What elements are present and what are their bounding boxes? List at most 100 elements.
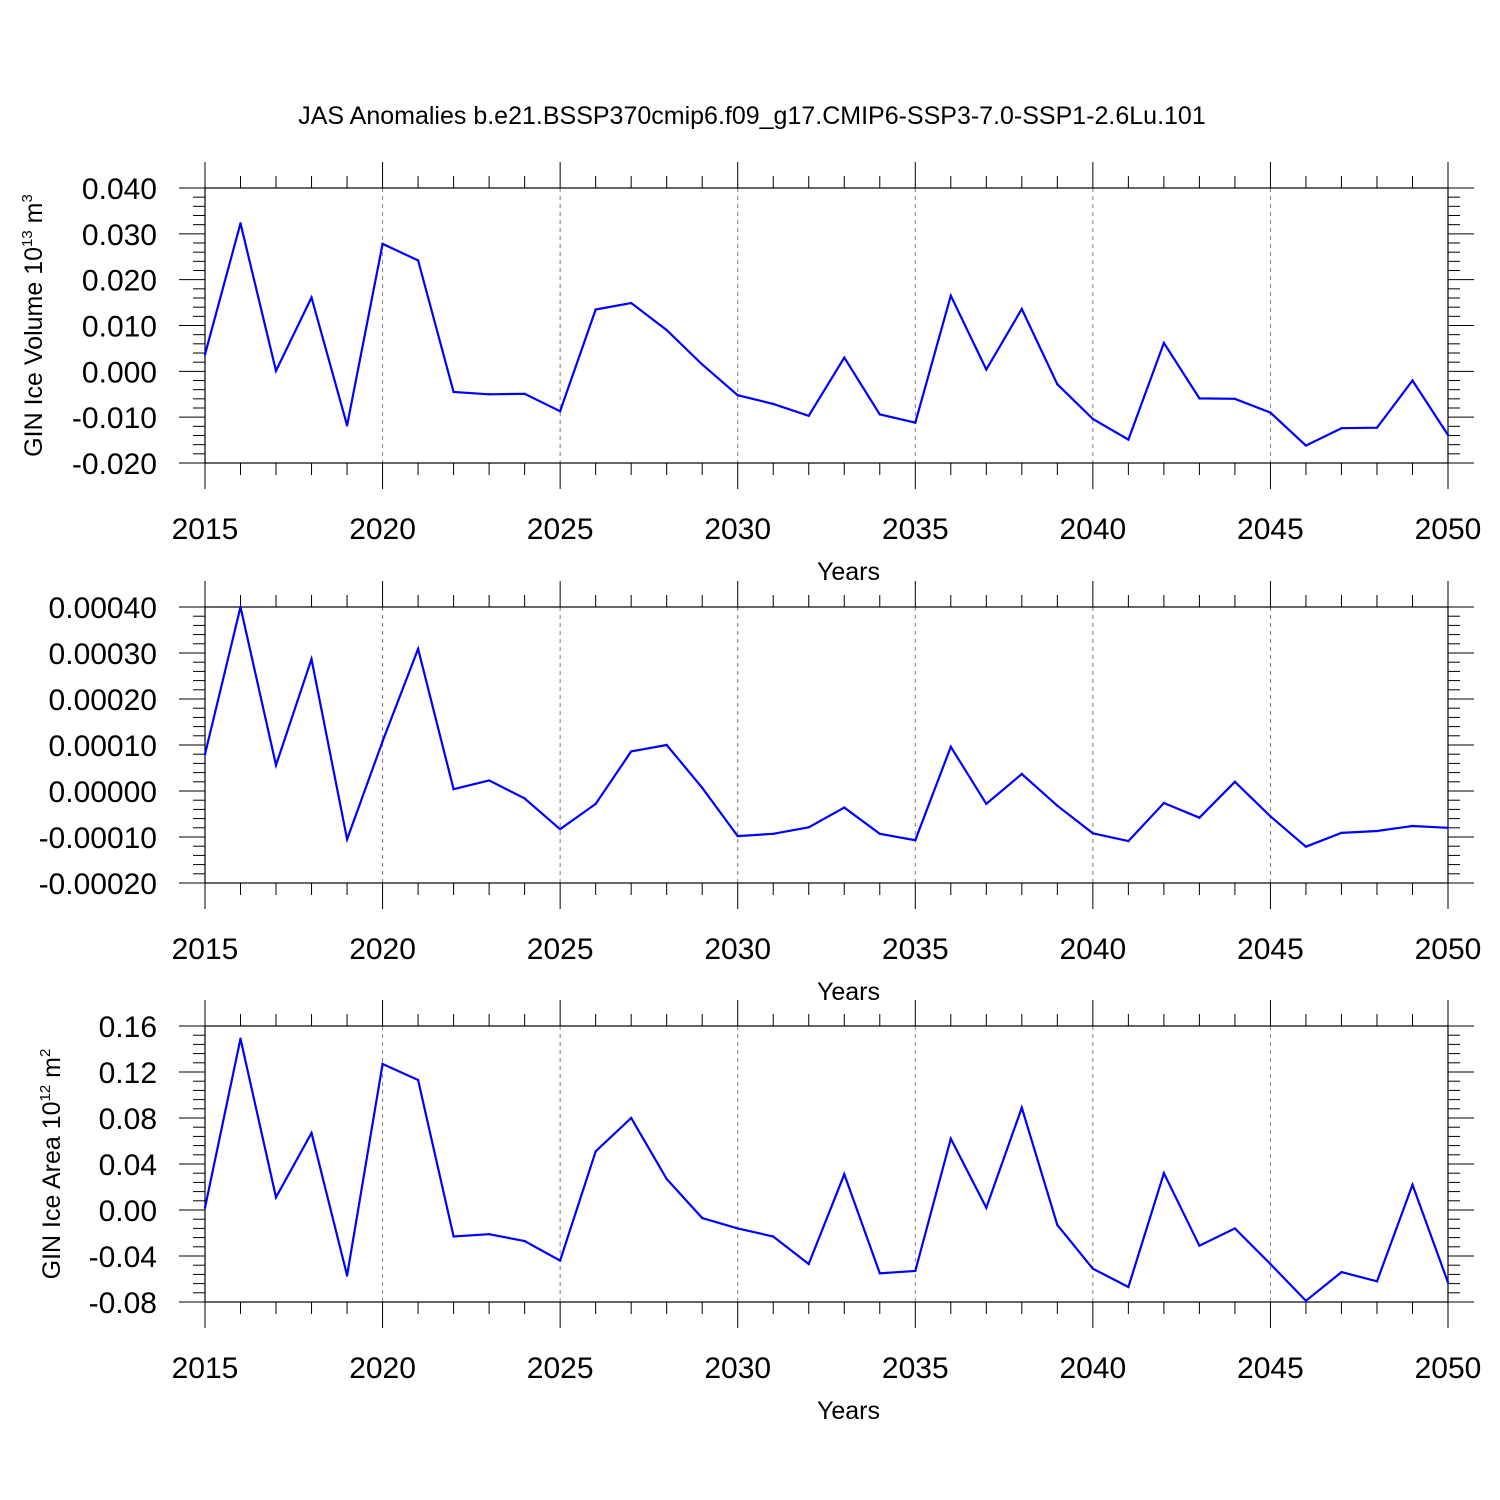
data-point	[1020, 307, 1024, 311]
data-point	[1269, 411, 1272, 414]
data-point	[629, 1116, 633, 1120]
x-tick-label: 2015	[172, 513, 239, 546]
y-tick-label: -0.00010	[39, 822, 157, 855]
y-axis-title-text: GIN Ice Volume 10	[20, 247, 48, 457]
data-point	[345, 838, 349, 841]
y-axis-title-unit-exponent: 3	[19, 194, 36, 202]
data-point	[487, 779, 491, 782]
data-point	[1446, 1281, 1450, 1284]
data-point	[1020, 1106, 1024, 1109]
data-point	[452, 1235, 455, 1238]
y-axis-title: GIN Ice Volume 1013 m3	[19, 194, 48, 457]
data-point	[878, 832, 881, 835]
panel-ice-volume: -0.020 -0.010 0.000 0.010 0.020 0.030 0.040 201…	[19, 162, 1481, 586]
data-point	[629, 750, 633, 753]
data-point	[1091, 417, 1095, 421]
data-point	[558, 827, 562, 831]
x-tick-label: 2040	[1059, 1352, 1126, 1385]
y-axis-title-exponent: 12	[37, 1085, 54, 1102]
data-point	[807, 414, 810, 417]
y-tick-label: -0.04	[89, 1241, 157, 1274]
data-point	[1304, 444, 1308, 447]
x-axis-title: Years	[817, 558, 880, 586]
x-tick-label: 2030	[704, 1352, 771, 1385]
data-point	[558, 1259, 562, 1262]
x-tick-label: 2015	[172, 1352, 239, 1385]
data-point	[239, 605, 242, 609]
y-tick-label: 0.00020	[49, 684, 157, 717]
x-tick-label: 2045	[1237, 1352, 1304, 1385]
y-tick-label: 0.020	[82, 265, 157, 298]
data-point	[736, 393, 739, 397]
data-point	[310, 296, 313, 299]
y-tick-label: 0.00010	[49, 730, 157, 763]
y-tick-label: 0.030	[82, 219, 157, 252]
data-point	[274, 764, 278, 767]
data-point	[1020, 772, 1024, 776]
data-point	[1446, 826, 1450, 829]
data-point	[1304, 845, 1308, 848]
y-tick-label: 0.16	[99, 1011, 157, 1044]
data-point	[701, 1216, 704, 1220]
x-axis-title: Years	[817, 978, 880, 1006]
x-tick-label: 2045	[1237, 933, 1304, 966]
data-point	[629, 301, 633, 305]
data-point	[1127, 839, 1130, 843]
x-tick-label: 2035	[882, 933, 949, 966]
y-axis-title-unit: m	[38, 1057, 66, 1085]
y-axis-title-text: GIN Snow Volume 10	[0, 652, 6, 891]
data-point	[594, 308, 597, 311]
data-point	[843, 806, 846, 809]
y-tick-label: 0.04	[99, 1149, 157, 1182]
data-point	[1340, 1270, 1343, 1274]
data-point	[1304, 1299, 1308, 1303]
x-axis-title: Years	[817, 1397, 880, 1425]
data-point	[1375, 1280, 1379, 1283]
data-point	[1411, 824, 1414, 828]
data-point	[523, 797, 526, 800]
y-axis-title-unit: m	[20, 203, 48, 231]
data-point	[1411, 1183, 1414, 1186]
data-point	[772, 832, 775, 835]
data-point	[310, 657, 313, 661]
data-point	[701, 786, 704, 789]
data-point	[239, 222, 242, 225]
data-point	[878, 413, 881, 416]
y-tick-label: 0.12	[99, 1057, 157, 1090]
x-tick-label: 2025	[527, 1352, 594, 1385]
data-point	[843, 1173, 846, 1176]
data-point	[416, 259, 420, 262]
data-point	[1091, 1267, 1095, 1270]
data-point	[203, 753, 207, 756]
figure-title: JAS Anomalies b.e21.BSSP370cmip6.f09_g17…	[298, 102, 1205, 130]
y-tick-label: -0.020	[72, 448, 157, 481]
data-point	[239, 1037, 242, 1040]
data-point	[1198, 816, 1201, 819]
data-point	[487, 1232, 491, 1236]
data-point	[452, 787, 455, 791]
data-point	[345, 424, 349, 427]
series-line	[203, 223, 1449, 447]
data-point	[1340, 426, 1343, 430]
data-point	[203, 1206, 207, 1209]
data-point	[665, 328, 668, 332]
panel-ice-area: -0.08 -0.04 0.00 0.04 0.08 0.12 0.16 2015 2020 20…	[37, 1000, 1481, 1425]
data-point	[665, 743, 668, 747]
x-tick-label: 2015	[172, 933, 239, 966]
data-point	[345, 1274, 349, 1277]
data-point	[949, 294, 952, 297]
data-point	[416, 1078, 420, 1082]
data-point	[985, 802, 988, 806]
data-point	[1162, 1172, 1166, 1175]
x-tick-label: 2030	[704, 513, 771, 546]
y-tick-label: -0.010	[72, 402, 157, 435]
data-point	[274, 1196, 278, 1199]
x-tick-label: 2025	[527, 933, 594, 966]
data-point	[381, 740, 384, 743]
data-point	[772, 1235, 775, 1238]
y-axis-title: GIN Ice Area 1012 m2	[37, 1049, 66, 1280]
data-point	[1162, 341, 1166, 345]
x-tick-label: 2050	[1415, 513, 1482, 546]
x-tick-label: 2020	[349, 933, 416, 966]
